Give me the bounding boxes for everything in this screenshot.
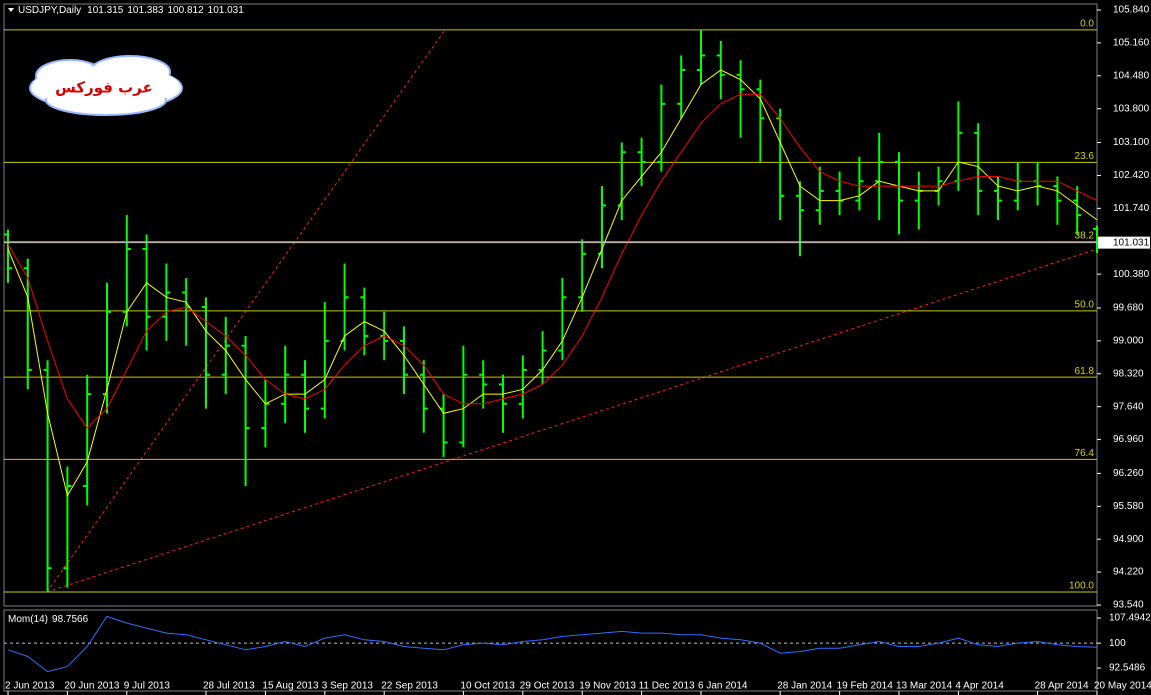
x-tick-label: 20 Jun 2013 <box>64 681 119 692</box>
x-tick-label: 2 Jun 2013 <box>5 681 55 692</box>
y-tick-label: 101.740 <box>1113 203 1150 214</box>
moving-average <box>7 93 1098 429</box>
fib-label: 38.2 <box>1075 230 1095 241</box>
header-close: 101.031 <box>208 5 245 16</box>
y-tick-label: 96.960 <box>1113 434 1144 445</box>
watermark-cloud: عرب فوركس <box>29 55 183 116</box>
fib-label: 0.0 <box>1080 18 1094 29</box>
x-tick-label: 11 Dec 2013 <box>639 681 695 692</box>
menu-arrow[interactable] <box>8 8 14 12</box>
x-tick-label: 28 Jan 2014 <box>777 681 832 692</box>
fib-label: 50.0 <box>1075 300 1095 311</box>
header-open: 101.315 <box>87 5 124 16</box>
x-tick-label: 15 Aug 2013 <box>262 681 319 692</box>
x-tick-label: 29 Oct 2013 <box>520 681 575 692</box>
fib-label: 61.8 <box>1075 366 1095 377</box>
y-tick-label: 100.380 <box>1113 269 1150 280</box>
y-tick-label: 105.840 <box>1113 5 1150 16</box>
cloud <box>38 64 102 92</box>
y-tick-label: 99.680 <box>1113 303 1144 314</box>
y-tick-label: 98.320 <box>1113 368 1144 379</box>
trend-line <box>46 248 1098 593</box>
x-tick-label: 28 Apr 2014 <box>1035 681 1089 692</box>
fib-label: 76.4 <box>1075 448 1095 459</box>
x-tick-label: 10 Oct 2013 <box>460 681 515 692</box>
y-tick-label: 107.4942 <box>1109 613 1151 624</box>
x-tick-label: 3 Sep 2013 <box>322 681 374 692</box>
momentum-panel <box>3 609 1098 692</box>
fib-label: 23.6 <box>1075 151 1095 162</box>
y-tick-label: 102.420 <box>1113 170 1150 181</box>
y-tick-label: 96.260 <box>1113 468 1144 479</box>
watermark: عرب فوركس <box>55 79 153 97</box>
header-high: 101.383 <box>127 5 164 16</box>
x-tick-label: 28 Jul 2013 <box>203 681 255 692</box>
y-tick-label: 104.480 <box>1113 70 1150 81</box>
x-tick-label: 20 May 2014 <box>1094 681 1151 692</box>
symbol: USDJPY,Daily <box>18 5 81 16</box>
y-tick-label: 97.640 <box>1113 401 1144 412</box>
y-tick-label: 93.540 <box>1113 600 1144 611</box>
header-low: 100.812 <box>167 5 204 16</box>
x-tick-label: 6 Jan 2014 <box>698 681 748 692</box>
y-tick-label: 105.160 <box>1113 38 1150 49</box>
cloud <box>92 60 168 88</box>
moving-average <box>7 69 1098 498</box>
momentum-line <box>7 615 1098 673</box>
x-tick-label: 9 Jul 2013 <box>124 681 171 692</box>
plot-area <box>4 29 1101 673</box>
y-tick-label: 94.220 <box>1113 567 1144 578</box>
x-tick-label: 13 Mar 2014 <box>896 681 953 692</box>
current-price-label: 101.031 <box>1113 237 1150 248</box>
y-tick-label: 103.800 <box>1113 103 1150 114</box>
y-tick-label: 103.100 <box>1113 137 1150 148</box>
x-tick-label: 19 Nov 2013 <box>579 681 636 692</box>
momentum-title: Mom(14) <box>8 614 48 625</box>
momentum-header: Mom(14) 98.7566 <box>8 614 89 625</box>
y-tick-label: 100 <box>1109 638 1126 649</box>
y-tick-label: 99.000 <box>1113 336 1144 347</box>
y-tick-label: 92.5486 <box>1109 663 1146 674</box>
x-tick-label: 19 Feb 2014 <box>837 681 894 692</box>
momentum-current: 98.7566 <box>52 614 89 625</box>
x-tick-label: 4 Apr 2014 <box>955 681 1004 692</box>
current-price-box <box>1098 236 1150 249</box>
y-tick-label: 95.580 <box>1113 501 1144 512</box>
fib-label: 100.0 <box>1069 581 1094 592</box>
x-tick-label: 22 Sep 2013 <box>381 681 438 692</box>
y-tick-label: 94.900 <box>1113 534 1144 545</box>
chart-header: USDJPY,Daily 101.315 101.383 100.812 101.031 <box>18 5 244 16</box>
